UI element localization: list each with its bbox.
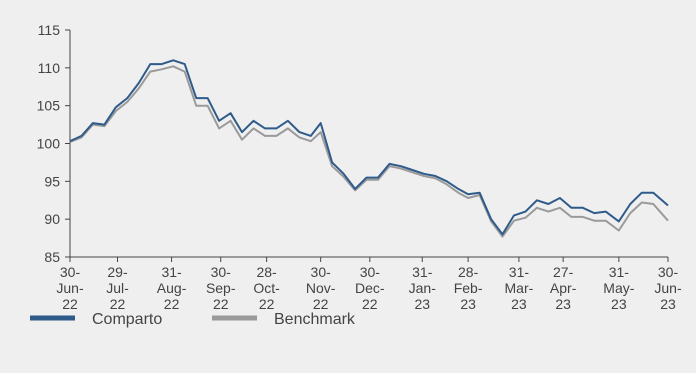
x-tick-label: 30-Sep-22 [206, 264, 236, 312]
x-tick-label: 31-May-23 [603, 264, 634, 312]
y-tick-label: 105 [37, 98, 61, 114]
x-tick-label: 28-Oct-22 [253, 264, 280, 312]
x-tick-label: 29-Jul-22 [106, 264, 129, 312]
x-tick-label: 28-Feb-23 [454, 264, 483, 312]
x-tick-label: 30-Dec-22 [355, 264, 385, 312]
x-tick-label: 31-Jan-23 [409, 264, 437, 312]
y-tick-label: 100 [37, 136, 61, 152]
y-tick-label: 90 [44, 211, 60, 227]
series-line [69, 59, 669, 236]
series-line [69, 65, 669, 238]
x-tick-label: 30-Jun-23 [654, 264, 682, 312]
x-tick-label: 27-Apr-23 [550, 264, 577, 312]
y-tick-label: 115 [38, 22, 61, 38]
y-tick-label: 95 [44, 173, 60, 189]
y-tick-label: 110 [38, 60, 61, 76]
x-tick-label: 30-Nov-22 [306, 264, 336, 312]
legend-label: Benchmark [274, 311, 356, 328]
x-tick-label: 30-Jun-22 [56, 264, 84, 312]
legend-label: Comparto [92, 311, 162, 328]
y-tick-label: 85 [44, 249, 60, 265]
x-tick-label: 31-Mar-23 [505, 264, 534, 312]
x-tick-label: 31-Aug-22 [157, 264, 187, 312]
